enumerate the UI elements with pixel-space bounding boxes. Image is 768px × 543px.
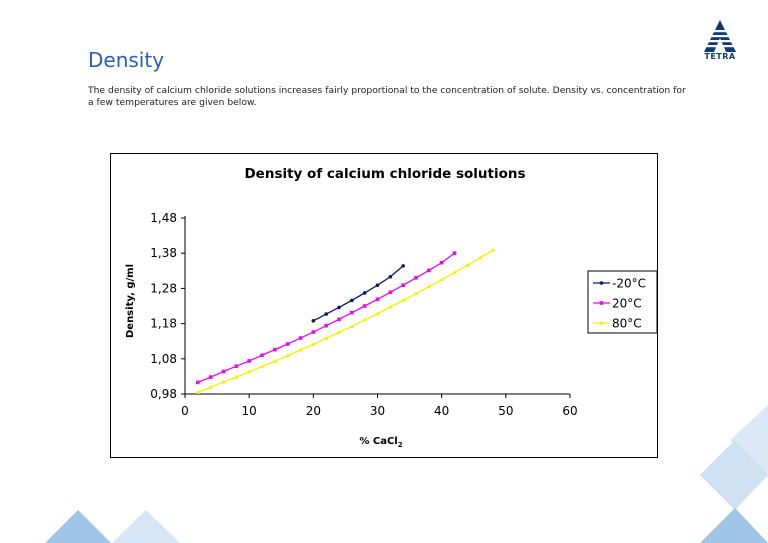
data-point xyxy=(234,364,239,368)
data-point xyxy=(260,353,264,358)
series-line xyxy=(197,249,494,393)
x-tick-label: 30 xyxy=(370,404,385,418)
data-point xyxy=(273,347,277,352)
data-point xyxy=(426,284,432,289)
deco-triangle-left xyxy=(45,510,111,543)
data-point xyxy=(375,311,380,316)
data-point xyxy=(439,277,444,282)
y-axis-label: Density, g/ml xyxy=(125,264,136,338)
data-point xyxy=(324,323,328,328)
series-1 xyxy=(196,251,457,385)
y-tick-label: 1,18 xyxy=(150,317,177,331)
legend: -20°C 20°C 80°C xyxy=(587,270,658,334)
x-tick-label: 20 xyxy=(306,404,321,418)
legend-marker xyxy=(599,281,604,285)
data-point xyxy=(388,290,393,295)
data-point xyxy=(362,304,367,308)
data-point xyxy=(259,364,265,369)
x-axis-label: % CaCl2 xyxy=(359,436,402,449)
chart-frame: Density of calcium chloride solutions De… xyxy=(110,153,658,458)
series-2 xyxy=(195,247,496,394)
density-chart: Density of calcium chloride solutions De… xyxy=(125,166,658,449)
data-point xyxy=(362,317,367,322)
data-point xyxy=(285,342,290,346)
data-point xyxy=(388,274,393,279)
data-point xyxy=(285,353,290,358)
data-point xyxy=(350,310,354,315)
legend-marker xyxy=(599,301,604,305)
series-line xyxy=(313,265,404,322)
axes: 0 10 20 30 40 50 60 0,98 1,08 1,18 1,28 1,38 1,48 xyxy=(150,211,577,418)
data-point xyxy=(400,297,406,302)
data-point xyxy=(298,347,303,352)
y-tick-label: 1,38 xyxy=(150,246,177,260)
legend-label: 20°C xyxy=(612,297,642,311)
data-point xyxy=(323,335,329,340)
data-point xyxy=(246,369,252,374)
x-tick-label: 0 xyxy=(181,404,189,418)
data-point xyxy=(311,318,316,323)
y-tick-label: 1,48 xyxy=(150,211,177,225)
data-point xyxy=(324,312,328,316)
data-point xyxy=(196,380,200,385)
y-tick-label: 1,28 xyxy=(150,281,177,295)
data-point xyxy=(401,283,405,288)
data-point xyxy=(413,291,419,296)
x-tick-label: 50 xyxy=(498,404,513,418)
logo-text: TETRA xyxy=(704,52,736,61)
data-point xyxy=(208,375,213,379)
legend-marker xyxy=(599,320,604,325)
data-point xyxy=(311,341,316,346)
y-tick-label: 1,08 xyxy=(150,352,177,366)
data-point xyxy=(208,384,213,389)
data-point xyxy=(195,389,201,394)
data-point xyxy=(439,260,444,265)
deco-triangle-right xyxy=(700,508,768,543)
y-tick-label: 0,98 xyxy=(150,387,177,401)
data-point xyxy=(272,358,278,363)
x-axis-label-main: % CaCl xyxy=(359,436,397,447)
data-point xyxy=(388,304,393,309)
x-tick-label: 60 xyxy=(562,404,577,418)
data-point xyxy=(452,251,457,255)
data-point xyxy=(349,324,355,329)
data-point xyxy=(221,369,226,374)
series-0 xyxy=(311,264,405,323)
legend-label: -20°C xyxy=(612,277,646,291)
data-point xyxy=(427,268,431,273)
data-point xyxy=(337,317,341,322)
data-point xyxy=(375,297,380,302)
data-point xyxy=(477,255,483,260)
data-point xyxy=(221,379,226,384)
data-point xyxy=(490,247,496,252)
chart-title: Density of calcium chloride solutions xyxy=(244,166,525,182)
data-point xyxy=(337,305,341,310)
data-point xyxy=(452,270,457,275)
data-point xyxy=(350,298,354,303)
data-point xyxy=(247,359,251,363)
data-point xyxy=(375,283,380,288)
legend-label: 80°C xyxy=(612,317,642,331)
deco-diamond-right-light xyxy=(730,405,768,478)
x-axis-label-subscript: 2 xyxy=(398,441,403,449)
data-point xyxy=(234,374,239,379)
data-point xyxy=(362,291,367,295)
series-line xyxy=(197,252,455,383)
deco-diamond-right xyxy=(700,440,768,510)
deco-triangle-left-light xyxy=(112,510,180,543)
data-point xyxy=(465,262,470,267)
page-title: Density xyxy=(88,48,165,72)
data-point xyxy=(336,330,342,334)
data-point xyxy=(401,264,405,268)
x-tick-label: 10 xyxy=(242,404,257,418)
tetra-logo xyxy=(703,20,737,52)
intro-text: The density of calcium chloride solution… xyxy=(88,85,686,108)
x-tick-label: 40 xyxy=(434,404,449,418)
data-point xyxy=(414,276,418,280)
plot-area xyxy=(195,247,496,394)
data-point xyxy=(298,336,303,340)
data-point xyxy=(311,330,316,334)
